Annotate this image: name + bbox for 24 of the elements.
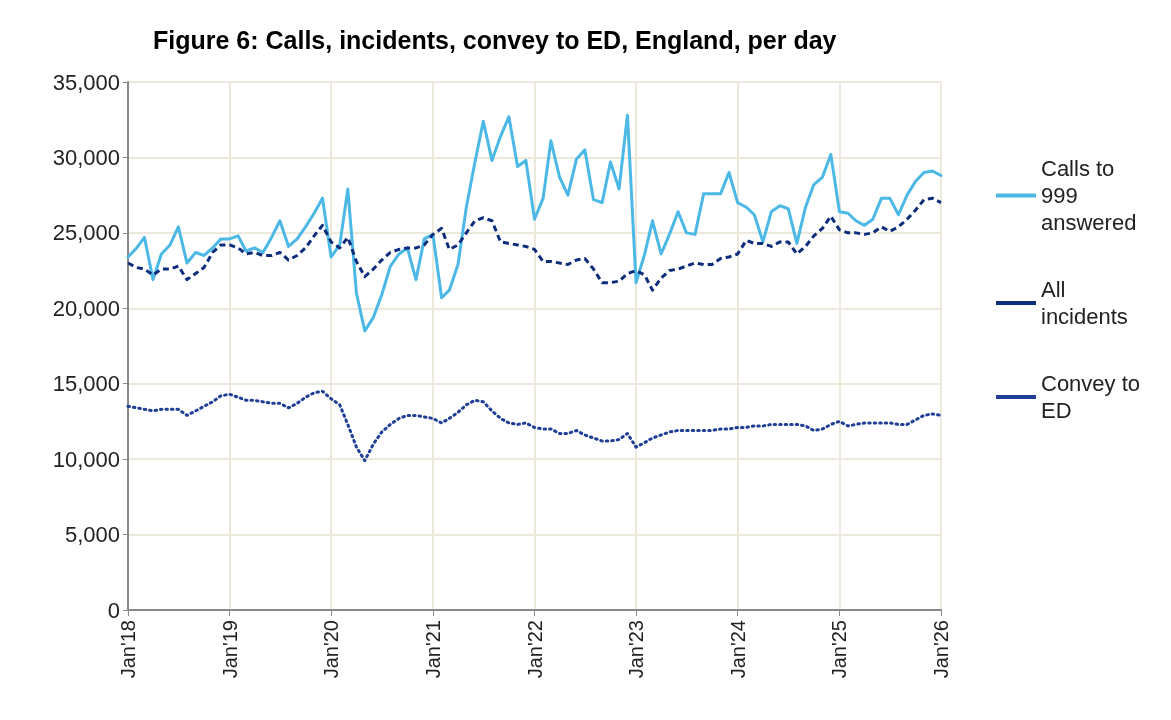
- chart-title: Figure 6: Calls, incidents, convey to ED, England, per day: [153, 25, 837, 54]
- line-series: [126, 196, 943, 292]
- legend-label: Calls to 999 answered: [1041, 156, 1137, 235]
- x-tick-label: Jan'21: [421, 620, 444, 679]
- y-tick-label: 5,000: [64, 522, 120, 548]
- line-series: [126, 389, 943, 463]
- legend-label: Convey to ED: [1041, 371, 1147, 423]
- x-tick-label: Jan'19: [218, 620, 241, 679]
- y-tick-label: 30,000: [52, 144, 120, 170]
- y-tick-label: 0: [107, 597, 120, 623]
- y-tick-label: 15,000: [52, 371, 120, 397]
- x-tick-label: Jan'25: [828, 620, 851, 679]
- y-tick-label: 10,000: [52, 446, 120, 472]
- x-tick-label: Jan'18: [117, 620, 139, 679]
- x-tick-label: Jan'24: [726, 620, 749, 679]
- line-series: [126, 113, 943, 333]
- x-tick-label: Jan'26: [930, 620, 952, 679]
- legend-label: All incidents: [1041, 277, 1128, 329]
- y-tick-label: 35,000: [52, 69, 120, 95]
- x-tick-label: Jan'23: [625, 620, 648, 679]
- y-tick-label: 25,000: [52, 220, 120, 246]
- x-tick-label: Jan'20: [320, 620, 343, 679]
- x-tick-label: Jan'22: [523, 620, 546, 679]
- y-tick-label: 20,000: [52, 295, 120, 321]
